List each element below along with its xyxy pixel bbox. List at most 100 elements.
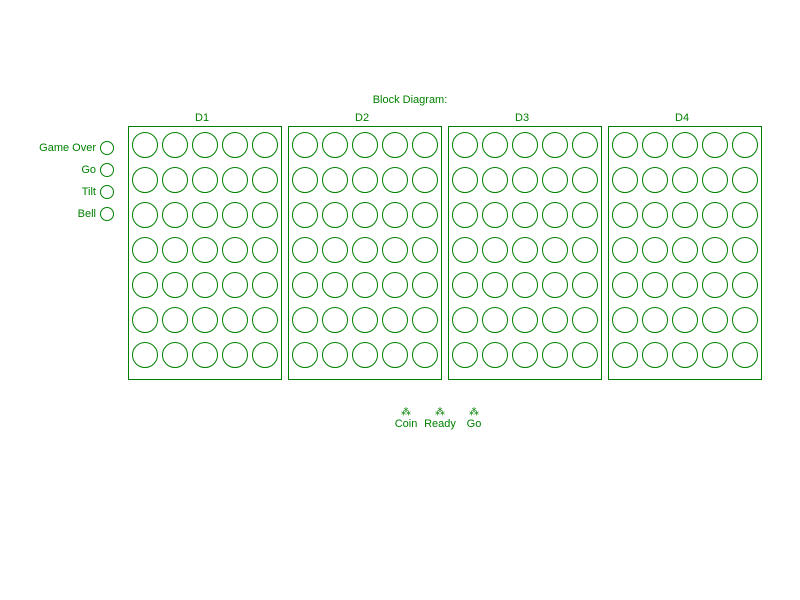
lamp-circle — [222, 237, 248, 263]
lamp-circle — [482, 202, 508, 228]
block-label-d1: D1 — [195, 112, 209, 124]
toggle-label: Ready — [424, 418, 456, 430]
lamp-circle — [732, 307, 758, 333]
lamp-circle — [352, 342, 378, 368]
lamp-circle — [382, 202, 408, 228]
lamp-circle — [162, 132, 188, 158]
lamp-circle — [732, 237, 758, 263]
lamp-circle — [452, 307, 478, 333]
lamp-circle — [732, 167, 758, 193]
toggle-go[interactable]: ⁂Go — [458, 408, 490, 430]
lamp-circle — [642, 202, 668, 228]
lamp-circle — [512, 167, 538, 193]
lamp-circle — [382, 272, 408, 298]
lamp-circle — [612, 132, 638, 158]
lamp-circle — [292, 272, 318, 298]
lamp-circle — [702, 272, 728, 298]
lamp-circle — [482, 307, 508, 333]
toggle-coin[interactable]: ⁂Coin — [390, 408, 422, 430]
lamp-circle — [352, 272, 378, 298]
lamp-circle — [702, 167, 728, 193]
lamp-circle — [292, 307, 318, 333]
lamp-circle — [322, 132, 348, 158]
lamp-circle — [642, 237, 668, 263]
lamp-circle — [612, 272, 638, 298]
lamp-circle — [482, 237, 508, 263]
lamp-circle — [612, 202, 638, 228]
lamp-circle — [542, 202, 568, 228]
lamp-circle — [252, 272, 278, 298]
lamp-circle — [292, 132, 318, 158]
lamp-circle — [702, 307, 728, 333]
indicator-label-go: Go — [81, 164, 96, 176]
lamp-circle — [322, 202, 348, 228]
lamp-circle — [412, 132, 438, 158]
lamp-circle — [612, 167, 638, 193]
indicator-label-bell: Bell — [78, 208, 96, 220]
lamp-circle — [542, 132, 568, 158]
indicator-label-tilt: Tilt — [82, 186, 96, 198]
lamp-circle — [542, 237, 568, 263]
lamp-circle — [452, 167, 478, 193]
lamp-circle — [512, 237, 538, 263]
lamp-circle — [382, 132, 408, 158]
lamp-circle — [452, 202, 478, 228]
lamp-circle — [732, 272, 758, 298]
lamp-circle — [162, 272, 188, 298]
lamp-circle — [512, 272, 538, 298]
lamp-circle — [222, 272, 248, 298]
lamp-circle — [732, 132, 758, 158]
indicator-circle-bell — [100, 207, 114, 221]
lamp-circle — [352, 202, 378, 228]
indicator-circle-go — [100, 163, 114, 177]
lamp-circle — [452, 132, 478, 158]
lamp-circle — [292, 167, 318, 193]
lamp-circle — [252, 132, 278, 158]
lamp-circle — [192, 307, 218, 333]
lamp-circle — [642, 272, 668, 298]
lamp-circle — [732, 342, 758, 368]
lamp-circle — [452, 342, 478, 368]
lamp-circle — [702, 202, 728, 228]
lamp-circle — [572, 272, 598, 298]
toggle-icon: ⁂ — [424, 408, 456, 418]
lamp-circle — [412, 237, 438, 263]
lamp-circle — [482, 167, 508, 193]
lamp-circle — [162, 307, 188, 333]
lamp-circle — [192, 202, 218, 228]
toggle-ready[interactable]: ⁂Ready — [424, 408, 456, 430]
lamp-circle — [642, 167, 668, 193]
indicator-circle-game-over — [100, 141, 114, 155]
lamp-circle — [572, 237, 598, 263]
lamp-circle — [222, 307, 248, 333]
lamp-circle — [412, 307, 438, 333]
lamp-circle — [162, 202, 188, 228]
lamp-circle — [192, 342, 218, 368]
lamp-circle — [512, 342, 538, 368]
lamp-circle — [572, 167, 598, 193]
lamp-circle — [292, 237, 318, 263]
lamp-circle — [132, 307, 158, 333]
lamp-circle — [732, 202, 758, 228]
lamp-circle — [672, 342, 698, 368]
lamp-circle — [572, 202, 598, 228]
lamp-circle — [192, 167, 218, 193]
lamp-circle — [512, 132, 538, 158]
lamp-circle — [222, 167, 248, 193]
lamp-circle — [192, 272, 218, 298]
lamp-circle — [322, 342, 348, 368]
toggle-label: Coin — [390, 418, 422, 430]
lamp-circle — [162, 237, 188, 263]
lamp-circle — [192, 132, 218, 158]
lamp-circle — [322, 237, 348, 263]
lamp-circle — [412, 202, 438, 228]
lamp-circle — [132, 272, 158, 298]
diagram-title: Block Diagram: — [350, 94, 470, 106]
lamp-circle — [382, 167, 408, 193]
lamp-circle — [352, 132, 378, 158]
lamp-circle — [572, 307, 598, 333]
lamp-circle — [322, 272, 348, 298]
lamp-circle — [542, 342, 568, 368]
lamp-circle — [132, 202, 158, 228]
lamp-circle — [222, 202, 248, 228]
